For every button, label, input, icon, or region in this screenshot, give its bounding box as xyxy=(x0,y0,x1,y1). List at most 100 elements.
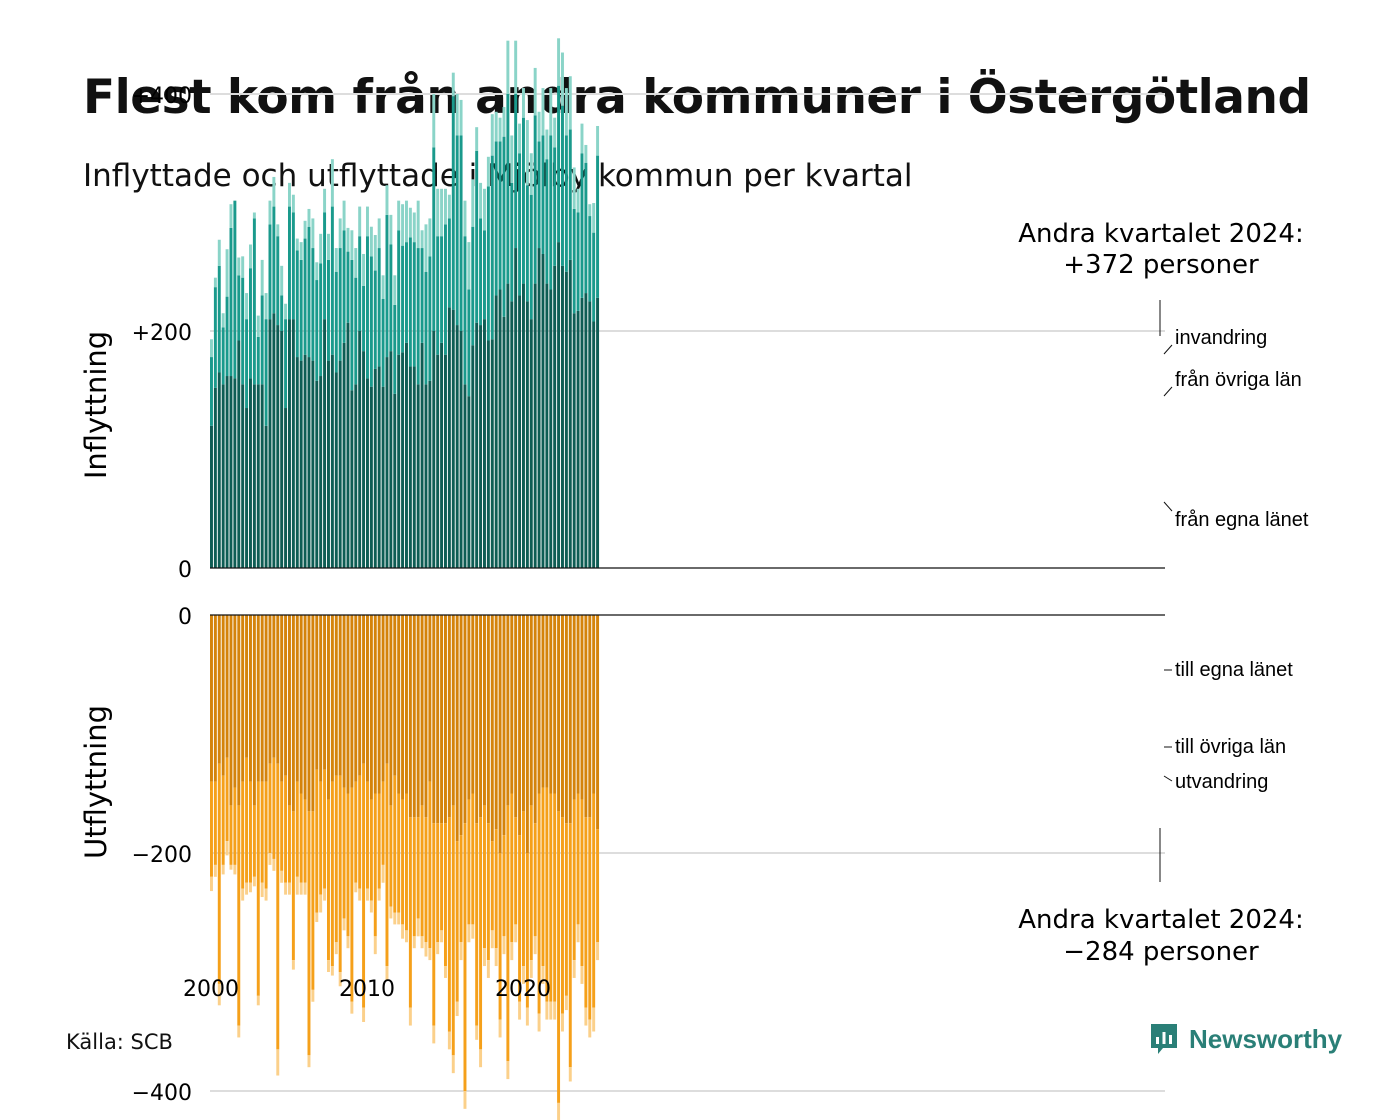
inflow-bar-segment xyxy=(514,94,518,249)
inflow-bar-segment xyxy=(432,331,436,568)
outflow-bar-segment xyxy=(514,817,518,925)
outflow-bar-segment xyxy=(241,781,245,889)
bars xyxy=(210,38,600,1120)
inflow-bar-segment xyxy=(428,218,432,257)
outflow-bar-segment xyxy=(471,924,475,939)
outflow-bar-segment xyxy=(537,1013,541,1032)
outflow-bar-segment xyxy=(401,924,405,939)
outflow-bar-segment xyxy=(432,615,436,824)
logo-text: Newsworthy xyxy=(1189,1023,1343,1054)
outflow-bar-segment xyxy=(592,1007,596,1032)
outflow-bar-segment xyxy=(564,995,568,1011)
outflow-bar-segment xyxy=(502,936,506,955)
inflow-bar-segment xyxy=(412,242,416,367)
inflow-bar-segment xyxy=(217,265,221,373)
inflow-bar-segment xyxy=(420,342,424,568)
inflow-bar-segment xyxy=(397,200,401,231)
inflow-bar-segment xyxy=(576,310,580,568)
outflow-bar-segment xyxy=(561,817,564,1014)
outflow-bar-segment xyxy=(467,799,471,925)
outflow-bar-segment xyxy=(463,823,467,1091)
inflow-bar-segment xyxy=(385,357,389,568)
outflow-bar-segment xyxy=(299,793,303,883)
inflow-bar-segment xyxy=(385,185,389,215)
inflow-bar-segment xyxy=(299,360,303,568)
inflow-bar-segment xyxy=(389,214,393,245)
outflow-bar-segment xyxy=(346,615,350,794)
outflow-bar-segment xyxy=(307,1055,311,1068)
inflow-bar-segment xyxy=(260,295,264,385)
outflow-bar-segment xyxy=(307,615,311,812)
inflow-bar-segment xyxy=(518,153,522,296)
inflow-bar-segment xyxy=(256,315,260,337)
outflow-bar-segment xyxy=(471,615,475,794)
inflow-bar-segment xyxy=(471,179,475,227)
outflow-bar-segment xyxy=(576,793,580,925)
inflow-bar-segment xyxy=(323,319,327,568)
series-labels-inflow: invandring från övriga län från egna län… xyxy=(1163,327,1309,531)
outflow-bar-segment xyxy=(342,918,346,931)
outflow-bar-segment xyxy=(506,1061,510,1080)
inflow-bar-segment xyxy=(479,218,483,326)
inflow-bar-segment xyxy=(447,194,451,219)
inflow-bar-segment xyxy=(498,289,502,568)
inflow-bar-segment xyxy=(444,224,447,355)
inflow-bar-segment xyxy=(307,226,311,358)
outflow-bar-segment xyxy=(245,757,249,883)
inflow-bar-segment xyxy=(467,289,471,397)
inflow-bar-segment xyxy=(389,244,393,352)
inflow-bar-segment xyxy=(553,147,557,266)
inflow-bar-segment xyxy=(291,319,295,568)
inflow-bar-segment xyxy=(280,295,284,331)
inflow-bar-segment xyxy=(444,188,447,225)
inflow-bar-segment xyxy=(479,182,483,219)
outflow-bar-segment xyxy=(327,615,330,800)
outflow-bar-segment xyxy=(549,1001,553,1020)
inflow-bar-segment xyxy=(553,117,557,148)
outflow-bar-segment xyxy=(436,823,440,943)
inflow-bar-segment xyxy=(584,293,588,568)
outflow-bar-segment xyxy=(424,817,428,943)
outflow-bar-segment xyxy=(498,615,502,853)
inflow-bar-segment xyxy=(252,384,256,568)
axes xyxy=(210,300,1165,882)
outflow-bar-segment xyxy=(358,615,362,776)
inflow-bar-segment xyxy=(576,188,580,213)
inflow-bar-segment xyxy=(580,297,584,568)
outflow-bar-segment xyxy=(502,835,506,937)
inflow-bar-segment xyxy=(369,226,373,257)
outflow-bar-segment xyxy=(330,966,334,976)
outflow-bar-segment xyxy=(490,615,494,842)
inflow-bar-segment xyxy=(436,354,440,568)
outflow-bar-segment xyxy=(350,1001,354,1014)
outflow-bar-segment xyxy=(479,615,483,818)
inflow-bar-segment xyxy=(490,114,494,156)
outflow-bar-segment xyxy=(323,769,327,889)
outflow-bar-segment xyxy=(541,787,545,967)
inflow-bar-segment xyxy=(440,236,444,343)
outflow-bar-segment xyxy=(213,781,217,865)
inflow-bar-segment xyxy=(338,218,342,249)
inflow-bar-segment xyxy=(424,384,428,568)
outflow-bar-segment xyxy=(264,888,268,901)
outflow-bar-segment xyxy=(549,793,553,1002)
outflow-bar-segment xyxy=(541,615,545,788)
outflow-bar-segment xyxy=(436,942,440,955)
inflow-bar-segment xyxy=(377,366,381,568)
inflow-bar-segment xyxy=(354,384,358,568)
source-note: Källa: SCB xyxy=(66,1030,173,1054)
inflow-bar-segment xyxy=(436,236,440,355)
outflow-bar-segment xyxy=(256,781,260,996)
inflow-bar-segment xyxy=(408,207,412,238)
inflow-bar-segment xyxy=(471,226,475,346)
inflow-bar-segment xyxy=(529,153,533,195)
outflow-bar-segment xyxy=(225,841,229,856)
outflow-bar-segment xyxy=(217,615,221,764)
inflow-bar-segment xyxy=(533,115,537,284)
inflow-bar-segment xyxy=(295,238,299,251)
outflow-bar-segment xyxy=(564,823,568,996)
inflow-bar-segment xyxy=(483,230,486,320)
outflow-bar-segment xyxy=(420,615,424,806)
inflow-bar-segment xyxy=(245,293,249,320)
outflow-bar-segment xyxy=(354,615,358,782)
